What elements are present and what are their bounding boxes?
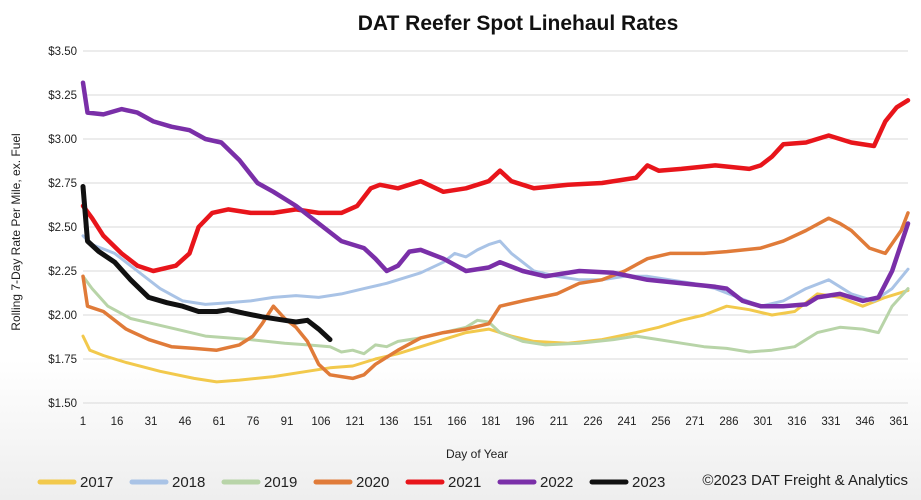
y-tick-label: $1.75 (48, 354, 77, 366)
x-tick-label: 16 (111, 416, 124, 428)
x-axis-ticks: 1 16 31 46 61 76 91 106 121 136 151 166 181 196 211 226… (80, 416, 909, 428)
x-tick-label: 76 (247, 416, 260, 428)
x-tick-label: 151 (413, 416, 432, 428)
x-tick-label: 286 (719, 416, 738, 428)
y-tick-label: $2.50 (48, 222, 77, 234)
x-tick-label: 1 (80, 416, 86, 428)
x-tick-label: 46 (179, 416, 192, 428)
x-tick-label: 226 (583, 416, 602, 428)
series-line-2019 (81, 274, 910, 356)
series-line-2021 (80, 98, 911, 274)
x-tick-label: 91 (281, 416, 294, 428)
legend-label-2022: 2022 (540, 474, 573, 491)
series-line-2020 (81, 211, 910, 381)
y-axis-ticks: $1.50 $1.75 $2.00 $2.25 $2.50 $2.75 $3.00 $3.25… (48, 46, 77, 410)
legend-label-2017: 2017 (80, 474, 113, 491)
series-lines (80, 80, 911, 384)
legend: 2017 2018 2019 2020 2021 2022 2023 (37, 474, 665, 491)
x-tick-label: 61 (213, 416, 226, 428)
legend-label-2018: 2018 (172, 474, 205, 491)
legend-label-2021: 2021 (448, 474, 481, 491)
legend-label-2023: 2023 (632, 474, 665, 491)
x-tick-label: 121 (345, 416, 364, 428)
x-tick-label: 241 (617, 416, 636, 428)
series-line-2022 (80, 80, 911, 309)
x-tick-label: 361 (889, 416, 908, 428)
x-tick-label: 31 (145, 416, 158, 428)
x-tick-label: 196 (515, 416, 534, 428)
series-line-2017 (81, 288, 910, 384)
legend-label-2019: 2019 (264, 474, 297, 491)
x-tick-label: 331 (821, 416, 840, 428)
y-tick-label: $2.25 (48, 266, 77, 278)
y-tick-label: $3.00 (48, 134, 77, 146)
legend-label-2020: 2020 (356, 474, 389, 491)
chart-title: DAT Reefer Spot Linehaul Rates (358, 12, 679, 35)
x-tick-label: 136 (379, 416, 398, 428)
y-tick-label: $2.00 (48, 310, 77, 322)
x-tick-label: 256 (651, 416, 670, 428)
x-tick-label: 301 (753, 416, 772, 428)
x-tick-label: 166 (447, 416, 466, 428)
x-tick-label: 271 (685, 416, 704, 428)
y-axis-title: Rolling 7-Day Rate Per Mile, ex. Fuel (9, 133, 23, 330)
x-axis-title: Day of Year (446, 447, 508, 461)
x-tick-label: 316 (787, 416, 806, 428)
y-tick-label: $2.75 (48, 178, 77, 190)
x-tick-label: 346 (855, 416, 874, 428)
y-tick-label: $3.25 (48, 90, 77, 102)
gridlines (83, 50, 908, 404)
series-line-2023 (80, 184, 333, 343)
x-tick-label: 211 (550, 416, 568, 428)
y-tick-label: $1.50 (48, 398, 77, 410)
x-tick-label: 106 (311, 416, 330, 428)
copyright-text: ©2023 DAT Freight & Analytics (702, 472, 908, 489)
x-tick-label: 181 (481, 416, 500, 428)
y-tick-label: $3.50 (48, 46, 77, 58)
